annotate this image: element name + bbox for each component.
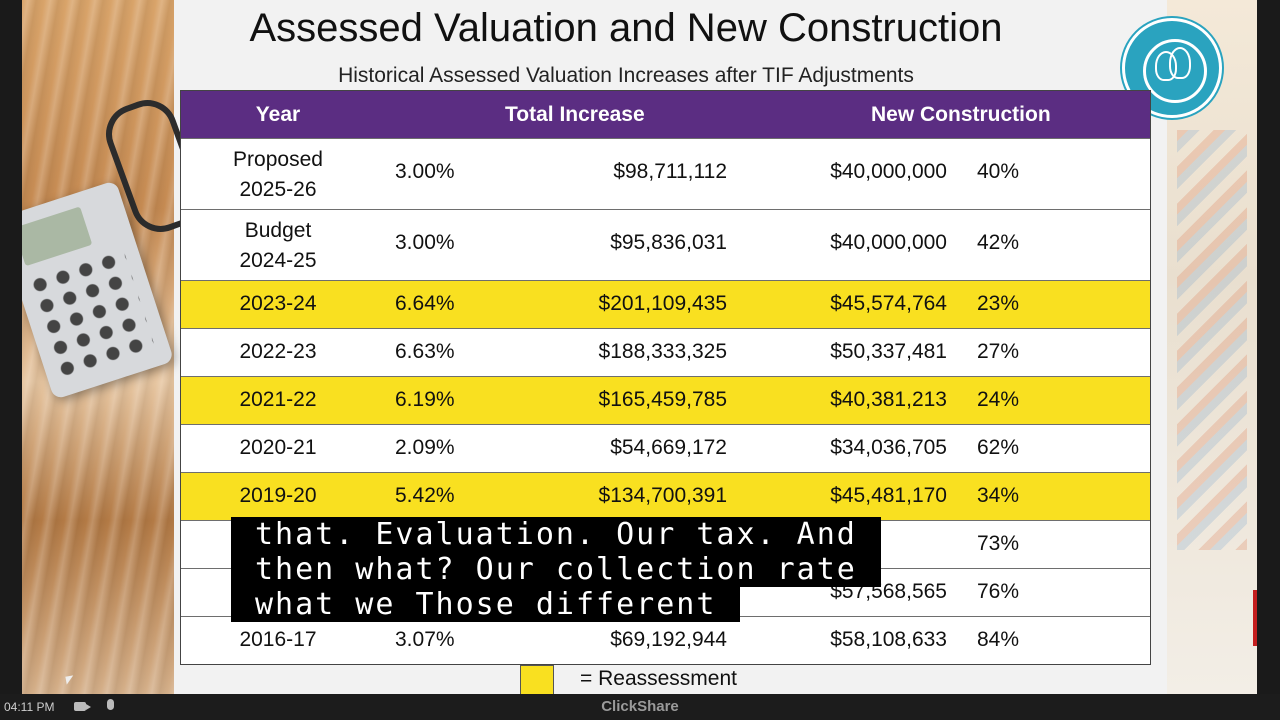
cell-new-construction: $58,108,633 xyxy=(830,628,947,651)
caption-line: what we Those different xyxy=(231,587,741,622)
cell-year: 2023-24 xyxy=(239,292,317,315)
legend-label: = Reassessment xyxy=(580,667,737,690)
cell-total-increase: $188,333,325 xyxy=(598,340,727,363)
table-row: 2021-22 6.19% $165,459,785 $40,381,213 24% xyxy=(181,376,1150,424)
table-row: 2016-17 3.07% $69,192,944 $58,108,633 84% xyxy=(181,616,1150,664)
cell-year: Proposed 2025-26 xyxy=(233,148,323,201)
table-body: Proposed 2025-26 3.00% $98,711,112 $40,000,… xyxy=(181,138,1150,664)
cell-new-construction-share: 84% xyxy=(977,628,1020,651)
cell-new-construction: $40,000,000 xyxy=(830,231,947,254)
desk-photo-left xyxy=(22,0,211,694)
header-new-construction: New Construction xyxy=(871,103,1051,126)
table-row: Proposed 2025-26 3.00% $98,711,112 $40,000,… xyxy=(181,138,1150,209)
cell-percent-increase: 3.00% xyxy=(395,160,455,183)
cell-new-construction: $45,574,764 xyxy=(830,292,947,315)
cell-new-construction-share: 62% xyxy=(977,436,1020,459)
logo-head-right xyxy=(1169,47,1191,79)
table-row: 2023-24 6.64% $201,109,435 $45,574,764 23% xyxy=(181,280,1150,328)
cell-total-increase: $201,109,435 xyxy=(598,292,727,315)
table-row: 2022-23 6.63% $188,333,325 $50,337,481 27% xyxy=(181,328,1150,376)
cell-percent-increase: 6.19% xyxy=(395,388,455,411)
desk-photo-right xyxy=(1167,0,1257,694)
red-edge-marker xyxy=(1253,590,1257,646)
cell-new-construction-share: 23% xyxy=(977,292,1020,315)
cell-total-increase: $165,459,785 xyxy=(598,388,727,411)
pencils-image xyxy=(1177,130,1247,550)
cell-new-construction: $34,036,705 xyxy=(830,436,947,459)
brand-label: ClickShare xyxy=(601,698,679,715)
table-row: 2019-20 5.42% $134,700,391 $45,481,170 34% xyxy=(181,472,1150,520)
cell-new-construction-share: 73% xyxy=(977,532,1020,555)
camera-icon[interactable] xyxy=(74,702,91,711)
caption-line: then what? Our collection rate xyxy=(231,552,881,587)
cell-year: Budget 2024-25 xyxy=(239,219,317,272)
header-total-increase: Total Increase xyxy=(505,103,645,126)
cell-new-construction: $50,337,481 xyxy=(830,340,947,363)
cell-percent-increase: 3.07% xyxy=(395,628,455,651)
cell-total-increase: $95,836,031 xyxy=(610,231,727,254)
cell-year: 2021-22 xyxy=(239,388,317,411)
cell-year: 2019-20 xyxy=(239,484,317,507)
calculator-keys xyxy=(27,247,157,383)
cell-year: 2022-23 xyxy=(239,340,317,363)
cell-new-construction: $40,381,213 xyxy=(830,388,947,411)
cell-new-construction-share: 76% xyxy=(977,580,1020,603)
cell-year: 2020-21 xyxy=(239,436,317,459)
cell-total-increase: $69,192,944 xyxy=(610,628,727,651)
cell-percent-increase: 2.09% xyxy=(395,436,455,459)
header-year: Year xyxy=(255,103,301,126)
live-caption: that. Evaluation. Our tax. And then what… xyxy=(231,517,881,622)
cell-percent-increase: 6.64% xyxy=(395,292,455,315)
cell-new-construction-share: 27% xyxy=(977,340,1020,363)
table-header: Year Total Increase New Construction xyxy=(181,91,1150,138)
cell-new-construction-share: 42% xyxy=(977,231,1020,254)
cell-new-construction-share: 24% xyxy=(977,388,1020,411)
slide-subtitle: Historical Assessed Valuation Increases … xyxy=(338,64,914,87)
bottom-status-bar: ClickShare 04:11 PM xyxy=(0,694,1280,720)
cell-total-increase: $134,700,391 xyxy=(598,484,727,507)
table-row: 2020-21 2.09% $54,669,172 $34,036,705 62% xyxy=(181,424,1150,472)
cell-year: 2016-17 xyxy=(239,628,317,651)
cell-new-construction: $40,000,000 xyxy=(830,160,947,183)
microphone-icon[interactable] xyxy=(107,699,114,710)
table-row: Budget 2024-25 3.00% $95,836,031 $40,000,00… xyxy=(181,209,1150,280)
cell-percent-increase: 6.63% xyxy=(395,340,455,363)
cell-new-construction-share: 34% xyxy=(977,484,1020,507)
cell-percent-increase: 3.00% xyxy=(395,231,455,254)
reassessment-swatch xyxy=(520,665,554,695)
calculator-screen xyxy=(22,206,93,267)
cell-percent-increase: 5.42% xyxy=(395,484,455,507)
slide-title: Assessed Valuation and New Construction xyxy=(249,6,1003,50)
cell-new-construction: $45,481,170 xyxy=(830,484,947,507)
mouse-cursor-icon xyxy=(65,675,75,685)
caption-line: that. Evaluation. Our tax. And xyxy=(231,517,881,552)
logo-ring xyxy=(1143,39,1207,103)
cell-new-construction-share: 40% xyxy=(977,160,1020,183)
clock-time: 04:11 PM xyxy=(4,700,55,714)
cell-total-increase: $54,669,172 xyxy=(610,436,727,459)
cell-total-increase: $98,711,112 xyxy=(613,160,727,183)
